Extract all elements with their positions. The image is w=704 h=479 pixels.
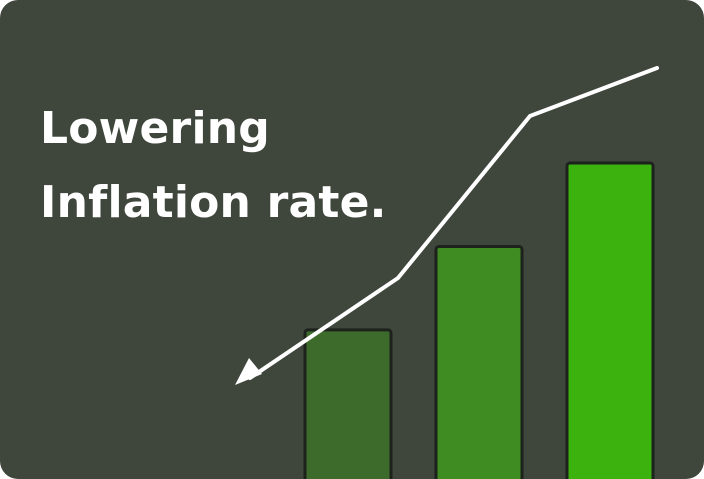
bars-group	[303, 161, 655, 479]
arrow-head-icon	[235, 358, 262, 385]
bar-2	[434, 244, 524, 479]
headline-line-2: Inflation rate.	[40, 177, 387, 228]
bar-3	[565, 161, 655, 479]
trend-line	[248, 66, 659, 380]
headline: Lowering Inflation rate.	[40, 92, 387, 240]
bar-1	[303, 328, 393, 479]
headline-line-1: Lowering	[40, 103, 270, 154]
